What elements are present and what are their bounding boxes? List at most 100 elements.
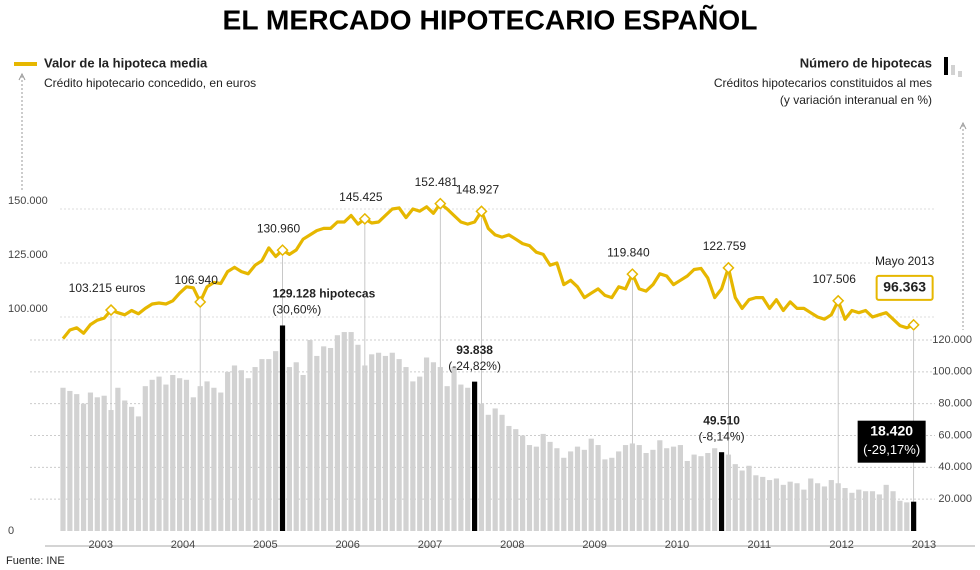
bar	[190, 397, 196, 531]
bar	[362, 365, 368, 531]
bar	[170, 375, 176, 531]
bar	[382, 355, 389, 531]
x-tick-label: 2008	[500, 539, 524, 551]
bar	[506, 425, 512, 531]
bar	[355, 344, 361, 531]
bar	[533, 446, 539, 531]
x-tick-label: 2009	[582, 539, 606, 551]
bar	[245, 378, 251, 531]
bar	[725, 454, 732, 531]
legend-bar-icon	[951, 65, 955, 75]
bar	[780, 484, 786, 531]
bar	[321, 346, 327, 531]
bar	[904, 502, 910, 531]
bar	[430, 362, 437, 531]
bar	[876, 494, 882, 531]
bar	[286, 367, 292, 531]
legend-label: Valor de la hipoteca media	[44, 55, 208, 70]
bar	[828, 480, 834, 531]
bar	[766, 480, 773, 531]
bar-value-label: 18.420	[870, 422, 913, 438]
bar	[74, 394, 80, 531]
bar	[739, 470, 745, 531]
bar	[156, 376, 162, 531]
bar	[636, 445, 642, 531]
bar	[60, 387, 66, 531]
bar	[348, 332, 354, 531]
bar	[87, 392, 94, 531]
bar	[389, 352, 395, 531]
bar	[911, 501, 917, 531]
x-tick-label: 2003	[88, 539, 112, 551]
bar	[218, 392, 224, 531]
bar	[794, 483, 800, 531]
bar	[314, 355, 320, 531]
bar	[705, 453, 711, 531]
bar	[753, 475, 759, 531]
bar	[664, 448, 670, 531]
y2-tick-label: 20.000	[938, 493, 972, 505]
bar	[760, 476, 766, 531]
y2-tick-label: 100.000	[932, 366, 972, 378]
x-tick-label: 2011	[747, 539, 771, 551]
x-tick-label: 2004	[171, 539, 195, 551]
bar	[842, 488, 848, 531]
y-tick-label: 150.000	[8, 195, 48, 207]
bar	[396, 359, 402, 531]
bar	[609, 457, 615, 531]
bar	[732, 464, 738, 531]
point-marker	[722, 261, 735, 274]
bar	[231, 365, 238, 531]
bar	[472, 381, 478, 531]
x-tick-label: 2005	[253, 539, 277, 551]
bar	[677, 445, 683, 531]
bar	[773, 478, 780, 531]
bar	[142, 386, 148, 531]
bar	[293, 362, 299, 531]
x-tick-label: 2013	[912, 539, 936, 551]
legend-label: Número de hipotecas	[800, 55, 932, 70]
line-value-label: 145.425	[339, 190, 383, 204]
bar	[410, 381, 416, 531]
bar	[403, 367, 409, 531]
bar	[458, 384, 464, 531]
bar	[815, 483, 821, 531]
bar-value-label: 49.510	[703, 413, 740, 427]
bar	[691, 454, 697, 531]
bar	[712, 448, 718, 531]
point-marker	[434, 197, 447, 210]
bar-value-label: 93.838	[456, 343, 493, 357]
bar	[808, 478, 814, 531]
y2-tick-label: 40.000	[938, 461, 972, 473]
bar	[101, 395, 107, 531]
bar	[684, 460, 690, 531]
bar	[279, 325, 286, 531]
line-value-label: 122.759	[703, 239, 747, 253]
y-tick-label: 100.000	[8, 303, 48, 315]
bar	[492, 408, 498, 531]
bar	[869, 491, 876, 531]
bar	[801, 489, 807, 531]
bar	[588, 438, 594, 531]
label-box	[875, 274, 934, 301]
bar	[259, 359, 265, 531]
bar	[622, 445, 629, 531]
bar	[252, 367, 258, 531]
bar	[183, 379, 190, 531]
bar	[863, 491, 869, 531]
end-label: Mayo 2013	[875, 254, 935, 268]
bar	[883, 484, 889, 531]
bar	[478, 403, 485, 531]
bar	[698, 456, 704, 531]
axis-arrow-head	[959, 121, 967, 130]
x-tick-label: 2006	[335, 539, 359, 551]
bar	[540, 433, 546, 531]
bar	[602, 459, 608, 531]
bar	[300, 375, 306, 531]
line-value-label: 148.927	[456, 182, 500, 196]
bar	[341, 332, 347, 531]
label-box	[857, 420, 926, 463]
line-value-label: 96.363	[883, 279, 926, 295]
y2-tick-label: 0	[8, 525, 14, 537]
point-marker	[475, 205, 488, 218]
